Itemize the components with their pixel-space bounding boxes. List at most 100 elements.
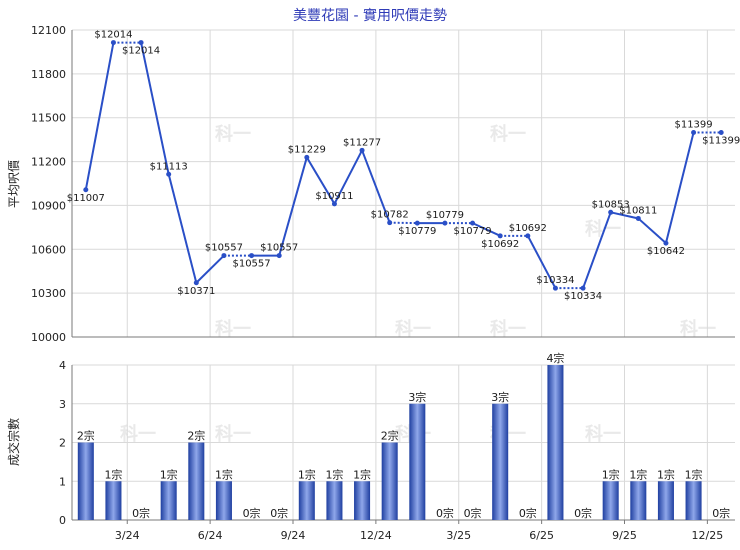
line-label: $11007 <box>67 193 105 204</box>
line-label: $10371 <box>177 286 215 297</box>
line-segment <box>610 211 639 220</box>
line-point <box>387 220 393 226</box>
bar-label: 0宗 <box>270 506 288 520</box>
x-tick-label: 12/24 <box>360 529 392 542</box>
line-label: $10782 <box>371 210 409 221</box>
bar <box>298 481 315 520</box>
line-segment <box>195 254 225 284</box>
line-segment <box>664 132 695 244</box>
line-label: $11399 <box>702 135 740 146</box>
bar <box>547 365 564 520</box>
bar-label: 1宗 <box>325 467 343 481</box>
line-label: $10853 <box>592 199 630 210</box>
bar-label: 0宗 <box>574 506 592 520</box>
line-point <box>414 220 420 226</box>
price-ytick-label: 10600 <box>31 243 66 256</box>
bar <box>381 442 398 520</box>
watermark-4: 科一 <box>490 318 526 340</box>
line-segment <box>305 156 336 205</box>
bar-label: 0宗 <box>436 506 454 520</box>
line-segment <box>582 211 612 289</box>
line-point <box>525 233 531 239</box>
price-ytick-label: 11200 <box>31 156 66 169</box>
line-label: $12014 <box>94 30 132 41</box>
bar-label: 1宗 <box>298 467 316 481</box>
line-point <box>193 280 199 286</box>
watermark-2: 科一 <box>215 423 251 445</box>
line-point <box>691 129 697 135</box>
bar-label: 0宗 <box>464 506 482 520</box>
price-ytick-label: 10300 <box>31 287 66 300</box>
line-point <box>331 201 337 207</box>
count-ytick-label: 4 <box>59 359 66 372</box>
count-ytick-label: 2 <box>59 437 66 450</box>
line-point <box>497 233 503 239</box>
line-point <box>663 240 669 246</box>
price-ytick-label: 10900 <box>31 199 66 212</box>
line-label: $10557 <box>205 243 243 254</box>
line-series <box>83 40 724 291</box>
line-point <box>552 285 558 291</box>
line-point <box>635 215 641 221</box>
bar <box>215 481 232 520</box>
watermark-6: 科一 <box>585 218 621 240</box>
line-label: $11113 <box>150 161 188 172</box>
bar-label: 3宗 <box>491 390 509 404</box>
watermark-3: 科一 <box>490 123 526 145</box>
data-labels: 2宗 1宗 0宗 1宗 2宗 1宗 0宗 0宗 1宗 1宗 1宗 2宗 3宗 0宗 0宗 3宗 0宗 4宗 0宗 1宗… <box>67 30 740 520</box>
line-point <box>276 253 282 259</box>
line-label: $10779 <box>426 210 464 221</box>
line-segment <box>167 174 198 284</box>
line-point <box>608 209 614 215</box>
bar <box>326 481 343 520</box>
watermark-0: 科一 <box>215 123 251 145</box>
bar <box>685 481 702 520</box>
line-point <box>221 253 227 259</box>
x-tick-label: 6/25 <box>529 529 554 542</box>
bar-label: 0宗 <box>519 506 537 520</box>
line-segment <box>472 222 501 237</box>
line-segment <box>278 157 308 256</box>
line-point <box>166 171 172 177</box>
count-ytick-label: 1 <box>59 475 66 488</box>
price-ytick-label: 11500 <box>31 112 66 125</box>
bar-label: 4宗 <box>546 351 564 365</box>
line-label: $10642 <box>647 246 685 257</box>
bar <box>160 481 177 520</box>
bar-label: 1宗 <box>602 467 620 481</box>
line-label: $10911 <box>315 191 353 202</box>
price-axis-title: 平均呎價 <box>7 160 21 208</box>
bar-label: 1宗 <box>160 467 178 481</box>
line-label: $10692 <box>509 223 547 234</box>
line-segment <box>333 149 363 205</box>
bar-label: 2宗 <box>187 429 205 443</box>
line-point <box>110 40 116 46</box>
bar <box>630 481 647 520</box>
bar <box>105 481 122 520</box>
line-label: $10334 <box>564 291 602 302</box>
bar-label: 2宗 <box>381 429 399 443</box>
x-tick-label: 12/25 <box>692 529 724 542</box>
bar-label: 1宗 <box>685 467 703 481</box>
bar-label: 0宗 <box>132 506 150 520</box>
line-label: $10811 <box>619 205 657 216</box>
bar-label: 0宗 <box>712 506 730 520</box>
bar-label: 1宗 <box>657 467 675 481</box>
line-point <box>138 40 144 46</box>
watermark-11: 科一 <box>585 423 621 445</box>
line-segment <box>140 42 170 175</box>
count-ytick-label: 0 <box>59 514 66 527</box>
line-label: $10557 <box>260 243 298 254</box>
line-label: $11229 <box>288 144 326 155</box>
line-segment <box>526 235 557 289</box>
bar <box>492 403 509 520</box>
bar-label: 1宗 <box>353 467 371 481</box>
price-ytick-label: 10000 <box>31 331 66 344</box>
line-label: $10557 <box>232 259 270 270</box>
watermark-8: 科一 <box>120 423 156 445</box>
line-point <box>718 129 724 135</box>
x-tick-label: 9/24 <box>281 529 306 542</box>
line-label: $10334 <box>536 275 574 286</box>
bar-label: 1宗 <box>104 467 122 481</box>
